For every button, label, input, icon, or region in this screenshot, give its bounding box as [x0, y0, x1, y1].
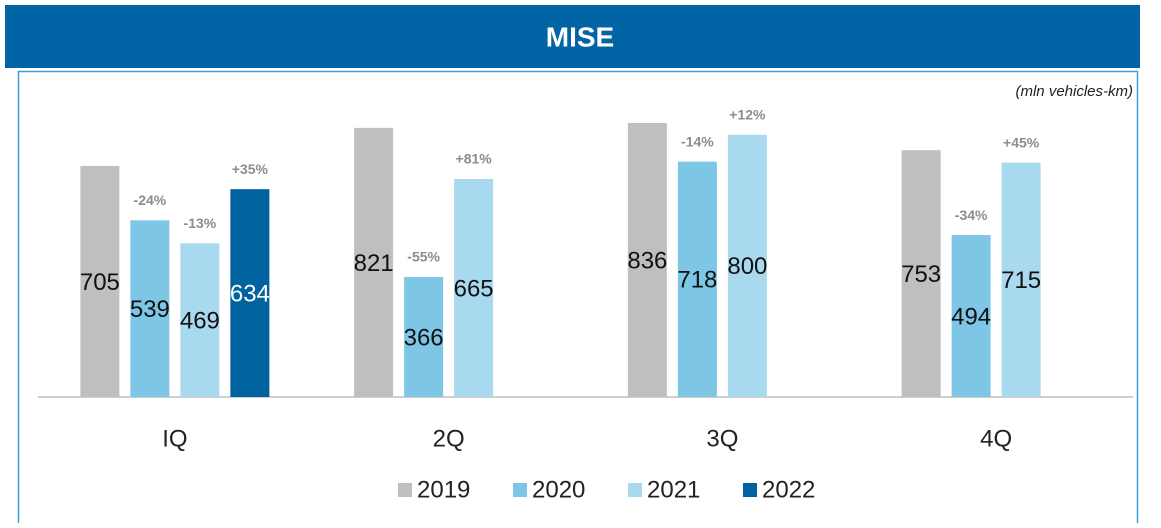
legend-label: 2021 [647, 476, 700, 503]
bar [454, 179, 494, 397]
legend-label: 2022 [762, 476, 815, 503]
bar [230, 189, 270, 397]
chart-title: MISE [546, 21, 614, 52]
change-label: +35% [232, 161, 269, 177]
bar [404, 277, 444, 397]
value-label: 718 [677, 267, 717, 294]
value-label: 715 [1001, 267, 1041, 294]
legend-swatch [628, 483, 642, 497]
change-label: +12% [729, 106, 766, 122]
value-label: 705 [80, 269, 120, 296]
value-label: 800 [727, 253, 767, 280]
value-label: 634 [230, 280, 270, 307]
x-tick-label: IQ [162, 425, 187, 452]
legend-swatch [743, 483, 757, 497]
value-label: 366 [404, 324, 444, 351]
bar [951, 235, 991, 397]
legend-swatch [398, 483, 412, 497]
change-label: -24% [134, 192, 167, 208]
x-tick-label: 4Q [980, 425, 1012, 452]
bar [354, 127, 394, 398]
x-tick-label: 2Q [433, 425, 465, 452]
bar [80, 165, 120, 397]
value-label: 821 [354, 250, 394, 277]
change-label: -34% [955, 207, 988, 223]
bar [180, 243, 220, 397]
change-label: -55% [407, 249, 440, 265]
bar [130, 220, 170, 397]
unit-label: (mln vehicles-km) [1015, 83, 1133, 100]
value-label: 539 [130, 296, 170, 323]
value-label: 469 [180, 307, 220, 334]
bar [727, 134, 767, 397]
bar [677, 161, 717, 397]
legend-swatch [513, 483, 527, 497]
bar [901, 150, 941, 397]
change-label: -13% [184, 215, 217, 231]
change-label: +81% [456, 151, 493, 167]
bar [1001, 162, 1041, 397]
value-label: 494 [951, 303, 991, 330]
bar [627, 122, 667, 397]
change-label: -14% [681, 133, 714, 149]
chart-frame [17, 70, 1139, 528]
x-tick-label: 3Q [706, 425, 738, 452]
legend-label: 2020 [532, 476, 585, 503]
value-label: 665 [454, 275, 494, 302]
legend-label: 2019 [417, 476, 470, 503]
header-bar [5, 5, 1140, 68]
value-label: 836 [627, 247, 667, 274]
value-label: 753 [901, 261, 941, 288]
change-label: +45% [1003, 134, 1040, 150]
